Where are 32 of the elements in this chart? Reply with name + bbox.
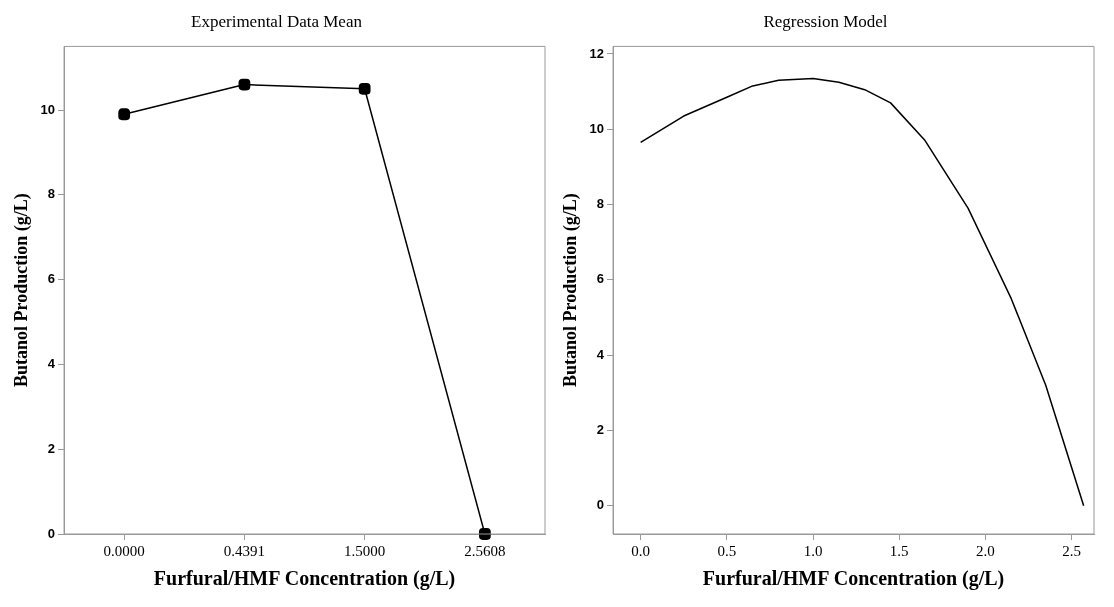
x-tick-label: 1.5000 bbox=[344, 542, 386, 559]
y-tick-label: 0 bbox=[47, 525, 56, 541]
y-tick-label: 12 bbox=[589, 45, 605, 61]
x-tick-label: 0.0 bbox=[631, 542, 651, 559]
point bbox=[358, 82, 371, 95]
x-tick-label: 0.5 bbox=[717, 542, 737, 559]
x-tick-label: 0.4391 bbox=[223, 542, 266, 559]
x-tick-label: 1.5 bbox=[889, 542, 909, 559]
x-tick-label: 2.5608 bbox=[464, 542, 506, 559]
x-tick-label: 0.0000 bbox=[103, 542, 145, 559]
y-tick-label: 0 bbox=[596, 497, 605, 513]
x-axis-title: Furfural/HMF Concentration (g/L) bbox=[702, 567, 1005, 591]
point bbox=[238, 78, 251, 91]
y-axis-title: Butanol Production (g/L) bbox=[560, 193, 582, 388]
y-tick-label: 4 bbox=[596, 346, 605, 362]
y-tick-label: 2 bbox=[47, 440, 56, 456]
x-tick-label: 2.5 bbox=[1062, 542, 1081, 559]
y-tick-label: 10 bbox=[40, 101, 56, 117]
y-tick-label: 2 bbox=[596, 422, 605, 438]
x-tick-label: 2.0 bbox=[976, 542, 995, 559]
point bbox=[118, 108, 131, 121]
y-tick-label: 8 bbox=[596, 196, 605, 212]
chart-title: Regression Model bbox=[763, 11, 888, 31]
y-tick-label: 4 bbox=[47, 355, 56, 371]
x-axis-title: Furfural/HMF Concentration (g/L) bbox=[153, 567, 456, 591]
y-tick-label: 8 bbox=[47, 186, 56, 202]
chart-title: Experimental Data Mean bbox=[191, 11, 363, 31]
y-tick-label: 6 bbox=[47, 271, 56, 287]
x-tick-label: 1.0 bbox=[803, 542, 823, 559]
y-axis-title: Butanol Production (g/L) bbox=[11, 193, 33, 388]
y-tick-label: 6 bbox=[596, 271, 605, 287]
y-tick-label: 10 bbox=[589, 120, 605, 136]
